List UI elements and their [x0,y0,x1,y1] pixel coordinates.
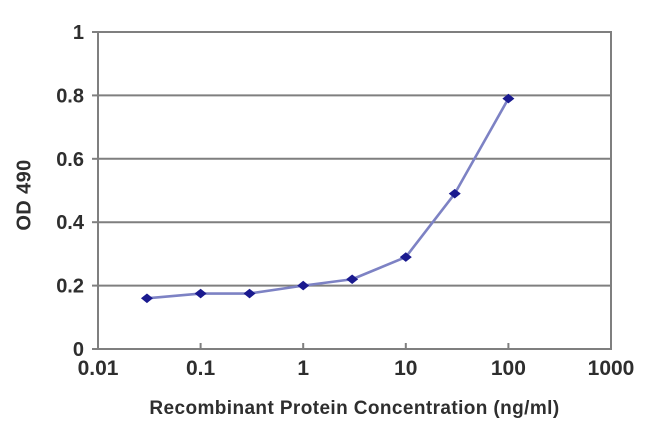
x-tick-label: 1000 [588,357,635,380]
data-point-marker [346,274,359,285]
plot-border [97,31,612,350]
x-axis-title: Recombinant Protein Concentration (ng/ml… [149,398,560,419]
y-tick-label: 1 [73,22,84,44]
y-axis-title: OD 490 [13,159,36,231]
y-tick-label: 0.6 [56,149,84,171]
x-tick-label: 0.01 [78,357,119,380]
data-point-marker [140,293,153,304]
data-point-marker [399,252,412,262]
x-tick-label: 0.1 [186,357,216,380]
data-point-marker [297,280,310,291]
x-tick-label: 100 [491,357,526,380]
y-tick-label: 0.8 [56,85,84,107]
data-point-marker [448,188,461,199]
x-tick-label: 1 [297,357,309,380]
data-point-marker [243,288,256,299]
x-tick-label: 10 [394,357,417,380]
series-line [146,97,510,300]
y-tick-label: 0.2 [56,276,84,298]
y-tick-label: 0 [73,339,84,361]
data-point-marker [502,93,515,104]
y-tick-label: 0.4 [56,212,85,234]
data-point-marker [194,288,207,299]
